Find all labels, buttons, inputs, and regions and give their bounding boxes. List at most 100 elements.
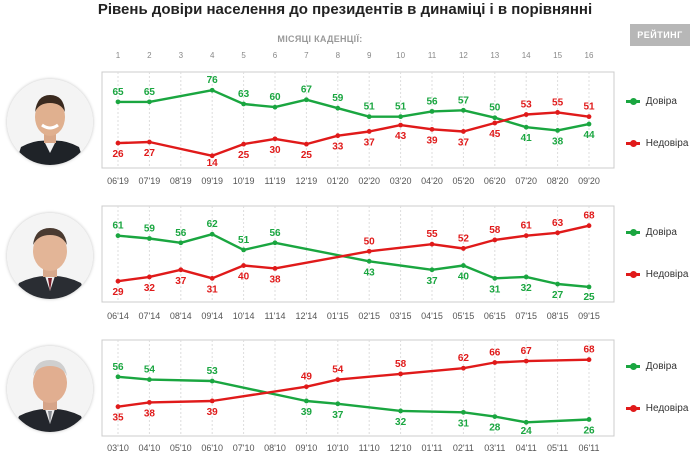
- data-label-trust: 32: [521, 283, 533, 294]
- month-tick-label: 11: [428, 51, 437, 60]
- distrust-swatch-icon: [626, 139, 640, 147]
- data-point-trust: [335, 401, 341, 407]
- data-label-trust: 61: [112, 221, 124, 232]
- data-label-distrust: 26: [112, 149, 124, 160]
- x-tick-label: 04'15: [421, 311, 443, 321]
- data-label-distrust: 51: [583, 102, 595, 113]
- x-tick-label: 05'15: [453, 311, 475, 321]
- data-label-distrust: 55: [552, 97, 564, 108]
- data-label-distrust: 31: [207, 284, 219, 295]
- data-label-trust: 65: [144, 87, 156, 98]
- data-point-distrust: [115, 404, 121, 410]
- x-tick-label: 06'15: [484, 311, 506, 321]
- x-tick-label: 10'10: [327, 443, 349, 453]
- data-label-distrust: 61: [521, 221, 533, 232]
- data-label-trust: 54: [144, 365, 156, 376]
- data-point-distrust: [147, 274, 152, 280]
- data-label-trust: 37: [426, 276, 438, 287]
- months-axis-label: МІСЯЦІ КАДЕНЦІЇ:: [277, 34, 363, 44]
- data-point-distrust: [461, 129, 466, 134]
- x-tick-label: 01'15: [327, 311, 349, 321]
- data-point-distrust: [147, 399, 152, 405]
- data-point-distrust: [429, 126, 435, 132]
- x-tick-label: 04'11: [516, 443, 537, 453]
- month-tick-label: 14: [522, 51, 531, 60]
- month-tick-label: 1: [116, 51, 121, 60]
- data-point-distrust: [398, 122, 403, 128]
- data-label-distrust: 38: [269, 274, 281, 285]
- data-point-distrust: [178, 267, 184, 273]
- x-tick-label: 12'10: [390, 443, 412, 453]
- x-tick-label: 10'14: [233, 311, 255, 321]
- plot-frame: [101, 339, 615, 437]
- legend-trust: Довіра: [626, 96, 677, 108]
- data-point-distrust: [461, 365, 466, 371]
- data-point-trust: [115, 99, 121, 105]
- month-tick-label: 7: [304, 51, 309, 60]
- trust-swatch-icon: [626, 97, 640, 105]
- data-point-trust: [209, 87, 215, 93]
- data-point-distrust: [115, 140, 121, 146]
- data-point-trust: [115, 374, 121, 380]
- data-label-distrust: 39: [207, 407, 219, 418]
- data-label-distrust: 43: [395, 131, 407, 142]
- data-point-distrust: [398, 371, 403, 377]
- x-tick-label: 04'20: [421, 176, 443, 186]
- data-point-distrust: [586, 114, 592, 120]
- data-point-trust: [461, 409, 466, 415]
- data-label-distrust: 45: [489, 129, 501, 140]
- data-label-distrust: 68: [583, 211, 595, 222]
- distrust-swatch-icon: [626, 404, 640, 412]
- x-tick-label: 11'10: [359, 443, 380, 453]
- data-label-trust: 44: [583, 130, 595, 141]
- data-point-trust: [304, 398, 309, 404]
- data-point-distrust: [492, 120, 498, 126]
- x-tick-label: 12'14: [296, 311, 318, 321]
- data-label-distrust: 68: [583, 345, 595, 356]
- month-tick-label: 13: [490, 51, 499, 60]
- data-label-trust: 57: [458, 95, 470, 106]
- data-label-distrust: 50: [364, 236, 376, 247]
- legend-trust-label: Довіра: [645, 227, 677, 238]
- data-point-trust: [492, 115, 498, 121]
- month-tick-label: 10: [396, 51, 405, 60]
- data-point-trust: [241, 101, 247, 107]
- series-line-distrust: [116, 358, 591, 408]
- zelensky-portrait-icon: [7, 79, 93, 165]
- data-point-trust: [429, 267, 435, 273]
- data-label-distrust: 37: [458, 137, 470, 148]
- data-label-trust: 67: [301, 85, 313, 96]
- x-tick-label: 06'19: [107, 176, 129, 186]
- data-point-distrust: [523, 233, 529, 239]
- data-point-distrust: [272, 265, 278, 271]
- month-tick-label: 12: [459, 51, 468, 60]
- data-label-distrust: 32: [144, 283, 156, 294]
- data-point-distrust: [241, 263, 247, 268]
- x-tick-label: 05'20: [453, 176, 475, 186]
- data-label-trust: 60: [269, 92, 281, 103]
- data-label-trust: 26: [583, 425, 595, 436]
- data-label-distrust: 40: [238, 272, 250, 283]
- data-label-distrust: 58: [489, 225, 501, 236]
- data-label-distrust: 25: [238, 150, 250, 161]
- data-point-trust: [335, 105, 341, 111]
- data-point-trust: [398, 114, 403, 120]
- data-label-trust: 25: [583, 292, 595, 303]
- month-tick-label: 2: [147, 51, 152, 60]
- x-tick-label: 05'11: [547, 443, 568, 453]
- data-point-distrust: [523, 112, 529, 117]
- data-label-distrust: 37: [175, 276, 187, 287]
- x-tick-label: 03'10: [107, 443, 129, 453]
- data-point-distrust: [586, 357, 592, 363]
- x-tick-label: 08'10: [264, 443, 286, 453]
- data-point-distrust: [209, 153, 215, 159]
- data-point-trust: [586, 284, 592, 290]
- data-label-distrust: 52: [458, 233, 470, 244]
- data-label-distrust: 29: [112, 287, 124, 298]
- data-label-distrust: 62: [458, 353, 470, 364]
- data-point-trust: [209, 231, 215, 237]
- data-point-distrust: [304, 384, 309, 390]
- x-tick-label: 09'14: [201, 311, 223, 321]
- month-tick-label: 8: [336, 51, 341, 60]
- data-point-distrust: [209, 275, 215, 281]
